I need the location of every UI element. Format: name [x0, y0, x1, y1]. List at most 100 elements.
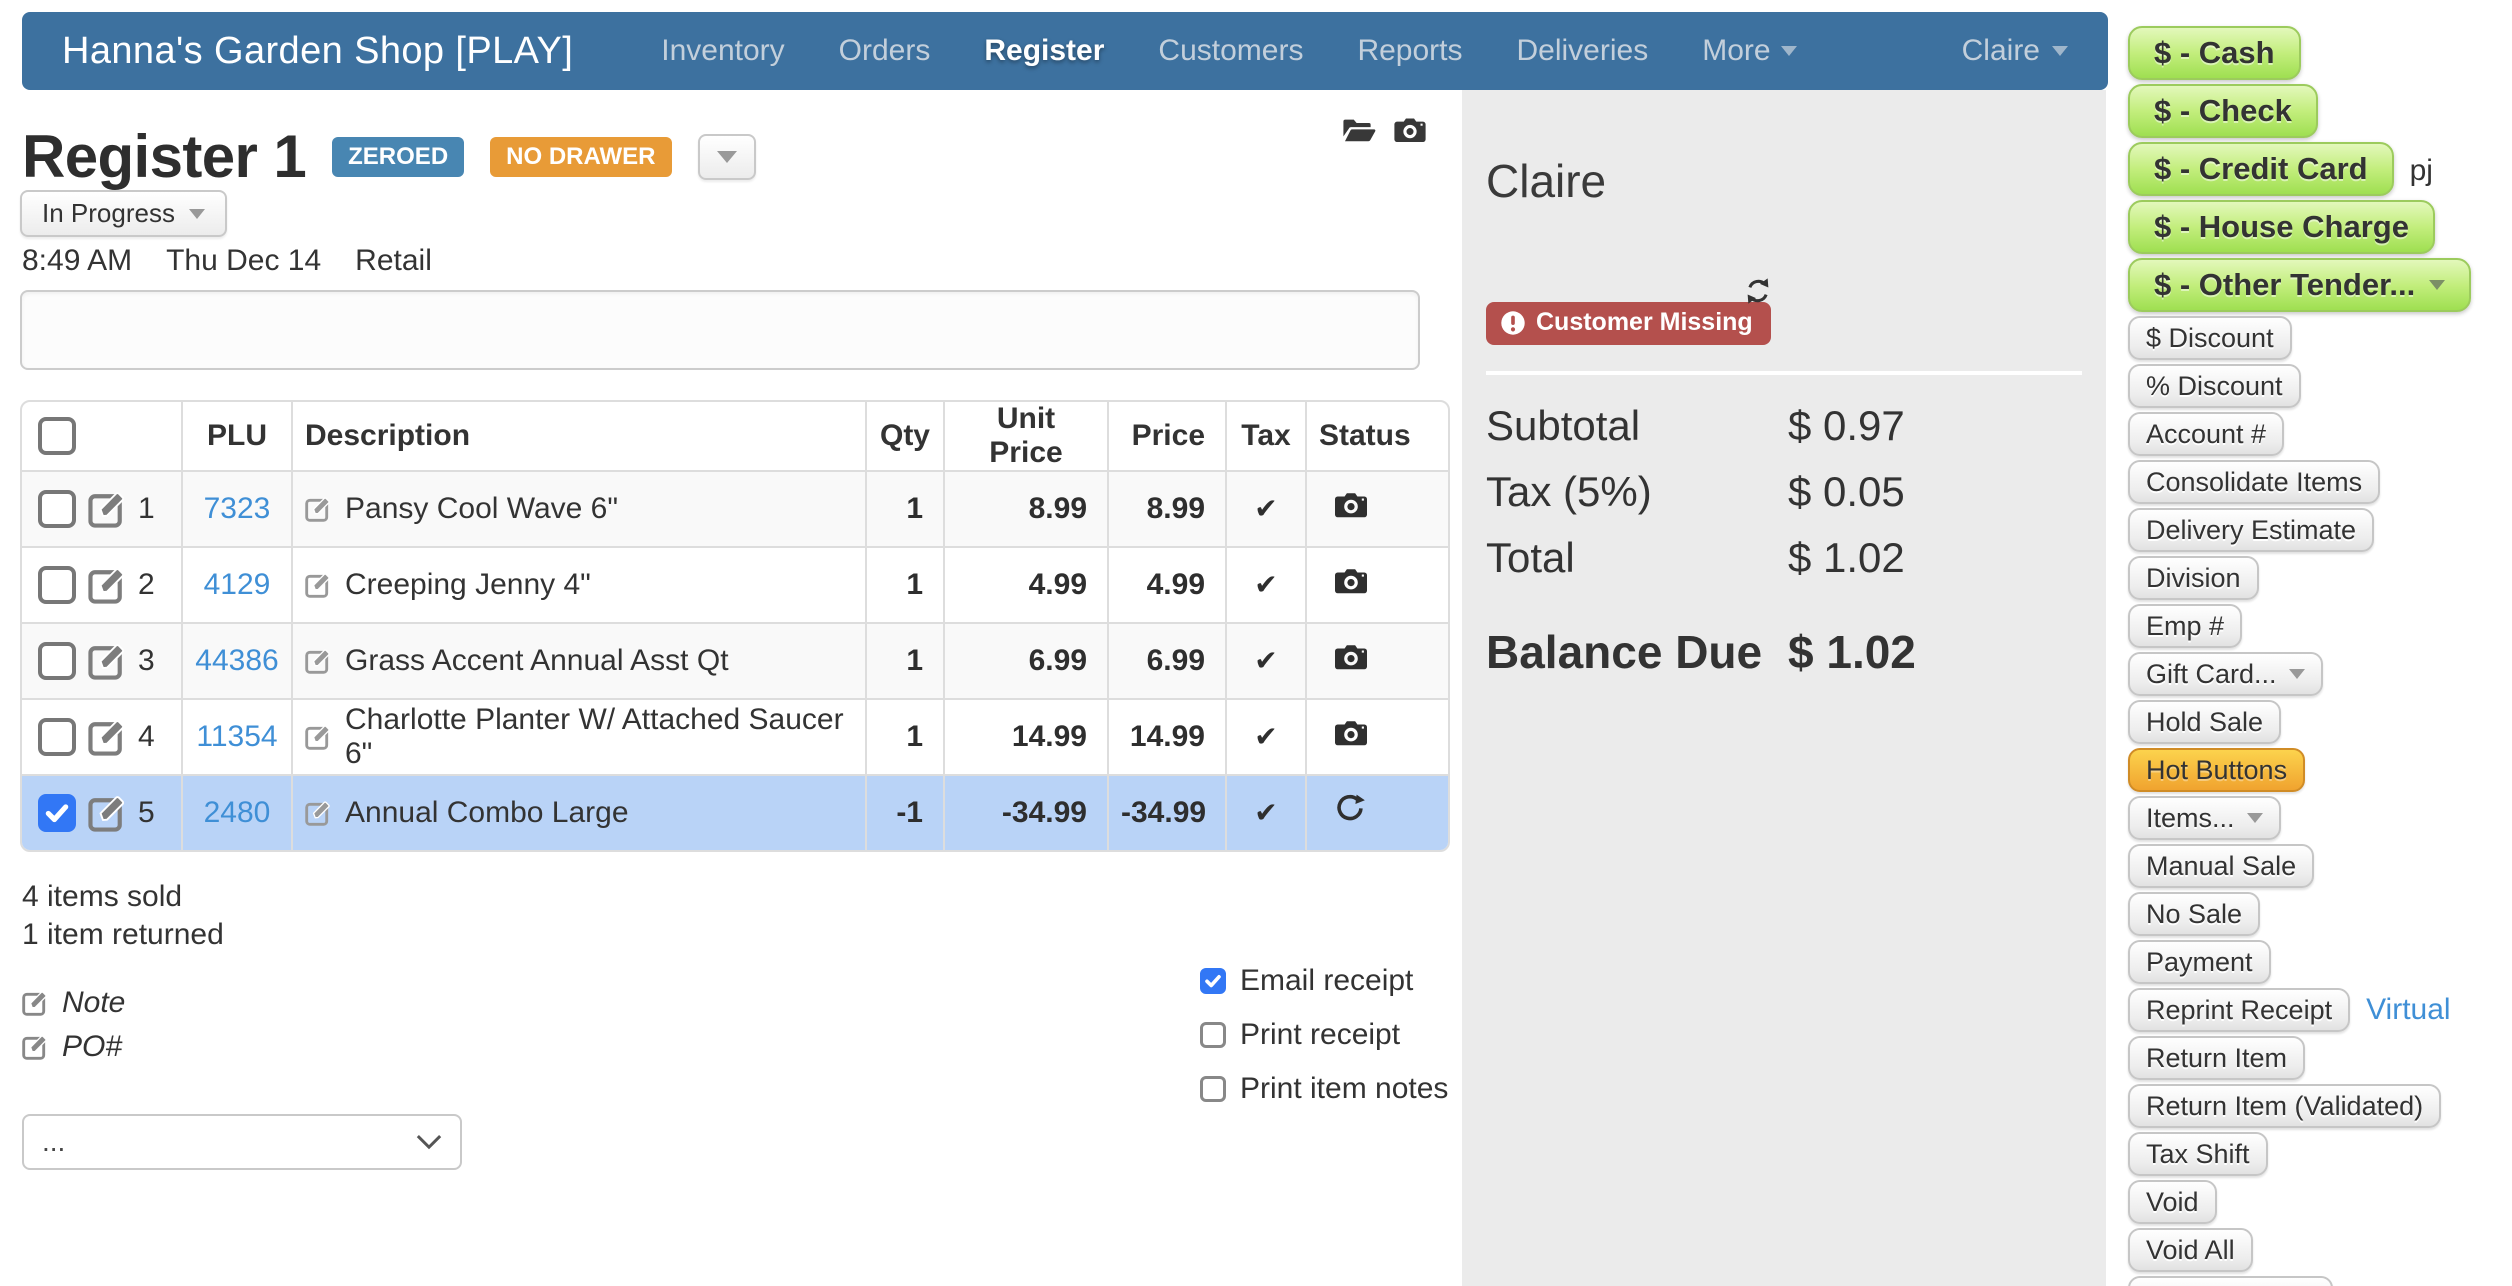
select-all-checkbox[interactable]	[38, 417, 76, 455]
action-button-items[interactable]: Items...	[2128, 796, 2281, 840]
table-row[interactable]: 5 2480 Annual Combo Large -1 -34.99 -34.99 ✔	[22, 774, 1448, 850]
tender-button-house-charge[interactable]: $ - House Charge	[2128, 200, 2435, 254]
customer-missing-badge[interactable]: Customer Missing	[1486, 302, 1771, 345]
action-button-warranty-item[interactable]: Warranty Item	[2128, 1276, 2333, 1286]
action-button-return-item[interactable]: Return Item	[2128, 1036, 2306, 1080]
virtual-receipt-link[interactable]: Virtual	[2366, 993, 2451, 1026]
action-button-account[interactable]: Account #	[2128, 412, 2285, 456]
plu-link[interactable]: 44386	[195, 644, 279, 677]
tax-check-icon: ✔	[1254, 492, 1278, 525]
option-label: Print item notes	[1240, 1072, 1449, 1105]
plu-link[interactable]: 4129	[203, 568, 271, 601]
table-row[interactable]: 3 44386 Grass Accent Annual Asst Qt 1 6.99 6.…	[22, 622, 1448, 699]
action-button-label: Account #	[2146, 419, 2267, 449]
zeroed-badge: ZEROED	[332, 136, 465, 177]
balance-due-label: Balance Due	[1486, 626, 1763, 678]
item-edit-icon[interactable]	[305, 724, 331, 750]
tender-button-other-tender[interactable]: $ - Other Tender...	[2128, 258, 2472, 312]
table-row[interactable]: 2 4129 Creeping Jenny 4" 1 4.99 4.99 ✔	[22, 546, 1448, 623]
action-button-void[interactable]: Void	[2128, 1180, 2217, 1224]
total-row-total: Total $ 1.02	[1486, 525, 2082, 591]
nav-item-more[interactable]: More	[1702, 34, 1797, 68]
nav-item-reports[interactable]: Reports	[1357, 34, 1462, 68]
sale-status-dropdown[interactable]: In Progress	[20, 190, 227, 237]
row-edit-button[interactable]	[88, 490, 126, 528]
row-select-checkbox[interactable]	[38, 642, 76, 680]
action-button-consolidate-items[interactable]: Consolidate Items	[2128, 460, 2381, 504]
action-button-payment[interactable]: Payment	[2128, 940, 2271, 984]
item-edit-icon[interactable]	[305, 648, 331, 674]
more-actions-select[interactable]: ...	[22, 1114, 462, 1170]
row-select-checkbox[interactable]	[38, 718, 76, 756]
option-checkbox[interactable]	[1200, 1022, 1226, 1048]
status-camera-icon[interactable]	[1335, 643, 1367, 671]
add-po-button[interactable]: PO#	[22, 1030, 125, 1064]
tender-button-label: $ - Cash	[2154, 35, 2275, 70]
sale-mode: Retail	[355, 244, 432, 277]
plu-link[interactable]: 11354	[196, 720, 278, 753]
action-button-label: Hold Sale	[2146, 707, 2264, 737]
plu-link[interactable]: 7323	[203, 492, 271, 525]
item-edit-icon[interactable]	[305, 800, 331, 826]
action-button-delivery-estimate[interactable]: Delivery Estimate	[2128, 508, 2375, 552]
status-camera-icon[interactable]	[1335, 567, 1367, 595]
refresh-customer-icon[interactable]	[1744, 276, 1772, 313]
nav-item-register[interactable]: Register	[984, 34, 1104, 68]
action-button-discount[interactable]: % Discount	[2128, 364, 2301, 408]
row-edit-button[interactable]	[88, 566, 126, 604]
tender-button-credit-card[interactable]: $ - Credit Card	[2128, 142, 2394, 196]
action-button-division[interactable]: Division	[2128, 556, 2259, 600]
nav-item-deliveries[interactable]: Deliveries	[1517, 34, 1649, 68]
register-camera-icon[interactable]	[1394, 117, 1426, 143]
option-email-receipt[interactable]: Email receipt	[1200, 964, 1448, 998]
unit-price-value: 14.99	[1011, 720, 1087, 753]
action-button-hot-buttons[interactable]: Hot Buttons	[2128, 748, 2306, 792]
action-button-hold-sale[interactable]: Hold Sale	[2128, 700, 2282, 744]
action-button-tax-shift[interactable]: Tax Shift	[2128, 1132, 2268, 1176]
add-note-button[interactable]: Note	[22, 986, 125, 1020]
tender-button-check[interactable]: $ - Check	[2128, 84, 2318, 138]
status-camera-icon[interactable]	[1335, 719, 1367, 747]
select-all-header	[22, 402, 182, 471]
item-edit-icon[interactable]	[305, 572, 331, 598]
nav-item-label: Deliveries	[1516, 34, 1649, 67]
user-menu[interactable]: Claire	[1962, 34, 2068, 68]
action-button-no-sale[interactable]: No Sale	[2128, 892, 2261, 936]
clerk-name: Claire	[1486, 155, 1607, 207]
row-select-checkbox[interactable]	[38, 566, 76, 604]
tender-button-cash[interactable]: $ - Cash	[2128, 26, 2301, 80]
qty-value: 1	[906, 568, 923, 601]
status-camera-icon[interactable]	[1335, 491, 1367, 519]
row-edit-button[interactable]	[88, 718, 126, 756]
plu-link[interactable]: 2480	[203, 796, 271, 829]
item-scan-input[interactable]	[20, 290, 1420, 370]
nav-item-inventory[interactable]: Inventory	[661, 34, 784, 68]
table-row[interactable]: 1 7323 Pansy Cool Wave 6" 1 8.99 8.99 ✔	[22, 470, 1448, 547]
nav-item-label: Customers	[1158, 34, 1304, 67]
row-select-checkbox[interactable]	[38, 794, 76, 832]
item-edit-icon[interactable]	[305, 496, 331, 522]
action-button-emp[interactable]: Emp #	[2128, 604, 2243, 648]
action-button-label: No Sale	[2146, 899, 2243, 929]
nav-item-customers[interactable]: Customers	[1158, 34, 1303, 68]
action-button-return-item-validated[interactable]: Return Item (Validated)	[2128, 1084, 2442, 1128]
status-refresh-icon[interactable]	[1335, 794, 1365, 824]
nav-item-orders[interactable]: Orders	[839, 34, 931, 68]
row-edit-button[interactable]	[88, 794, 126, 832]
register-options-dropdown[interactable]	[697, 133, 756, 180]
option-checkbox[interactable]	[1200, 968, 1226, 994]
option-print-receipt[interactable]: Print receipt	[1200, 1018, 1448, 1052]
action-button-void-all[interactable]: Void All	[2128, 1228, 2253, 1272]
action-button-reprint-receipt[interactable]: Reprint Receipt	[2128, 988, 2351, 1032]
action-button-manual-sale[interactable]: Manual Sale	[2128, 844, 2315, 888]
action-button-discount[interactable]: $ Discount	[2128, 316, 2292, 360]
table-row[interactable]: 4 11354 Charlotte Planter W/ Attached Sauc…	[22, 698, 1448, 775]
row-edit-button[interactable]	[88, 642, 126, 680]
drawer-folder-icon[interactable]	[1342, 116, 1376, 144]
option-print-item-notes[interactable]: Print item notes	[1200, 1072, 1448, 1106]
option-checkbox[interactable]	[1200, 1076, 1226, 1102]
tax-check-icon: ✔	[1254, 720, 1278, 753]
row-select-checkbox[interactable]	[38, 490, 76, 528]
action-button-gift-card[interactable]: Gift Card...	[2128, 652, 2323, 696]
